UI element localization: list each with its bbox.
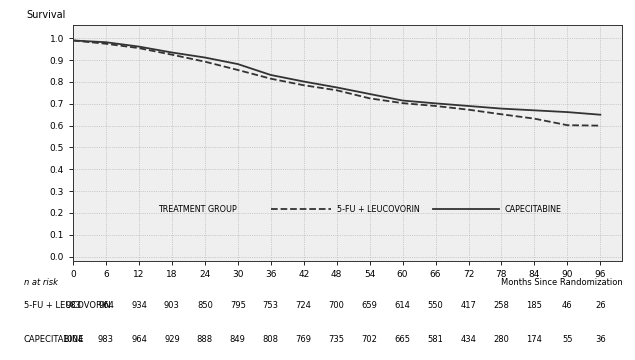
Text: 36: 36 xyxy=(595,335,606,344)
Text: 665: 665 xyxy=(394,335,411,344)
Text: 614: 614 xyxy=(395,301,411,310)
Text: 769: 769 xyxy=(296,335,312,344)
Text: 434: 434 xyxy=(460,335,476,344)
Text: 174: 174 xyxy=(526,335,542,344)
Text: 258: 258 xyxy=(493,301,509,310)
Text: Months Since Randomization: Months Since Randomization xyxy=(500,278,622,287)
Text: Survival: Survival xyxy=(26,10,65,21)
Text: 795: 795 xyxy=(230,301,246,310)
Text: 753: 753 xyxy=(263,301,279,310)
Text: 550: 550 xyxy=(427,301,443,310)
Text: 55: 55 xyxy=(562,335,573,344)
Text: 934: 934 xyxy=(131,301,147,310)
Text: 700: 700 xyxy=(329,301,345,310)
Text: CAPECITABINE: CAPECITABINE xyxy=(504,204,561,213)
Text: 735: 735 xyxy=(329,335,345,344)
Text: 929: 929 xyxy=(164,335,180,344)
Text: 724: 724 xyxy=(296,301,312,310)
Text: n at risk: n at risk xyxy=(23,278,58,287)
Text: 659: 659 xyxy=(362,301,378,310)
Text: 964: 964 xyxy=(131,335,147,344)
Text: 5-FU + LEUCOVORIN: 5-FU + LEUCOVORIN xyxy=(337,204,420,213)
Text: 849: 849 xyxy=(230,335,246,344)
Text: 1004: 1004 xyxy=(62,335,84,344)
Text: 5-FU + LEUCOVORIN: 5-FU + LEUCOVORIN xyxy=(23,301,110,310)
Text: 581: 581 xyxy=(427,335,443,344)
Text: 808: 808 xyxy=(263,335,279,344)
Text: 888: 888 xyxy=(197,335,213,344)
Text: 850: 850 xyxy=(197,301,213,310)
Text: 26: 26 xyxy=(595,301,606,310)
Text: 185: 185 xyxy=(526,301,542,310)
Text: 983: 983 xyxy=(65,301,81,310)
Text: 280: 280 xyxy=(493,335,509,344)
Text: 964: 964 xyxy=(98,301,114,310)
Text: 983: 983 xyxy=(98,335,114,344)
Text: 702: 702 xyxy=(362,335,378,344)
Text: 46: 46 xyxy=(562,301,573,310)
Text: CAPECITABINE: CAPECITABINE xyxy=(23,335,84,344)
Text: 903: 903 xyxy=(164,301,180,310)
Text: 417: 417 xyxy=(460,301,476,310)
Text: TREATMENT GROUP: TREATMENT GROUP xyxy=(158,204,237,213)
